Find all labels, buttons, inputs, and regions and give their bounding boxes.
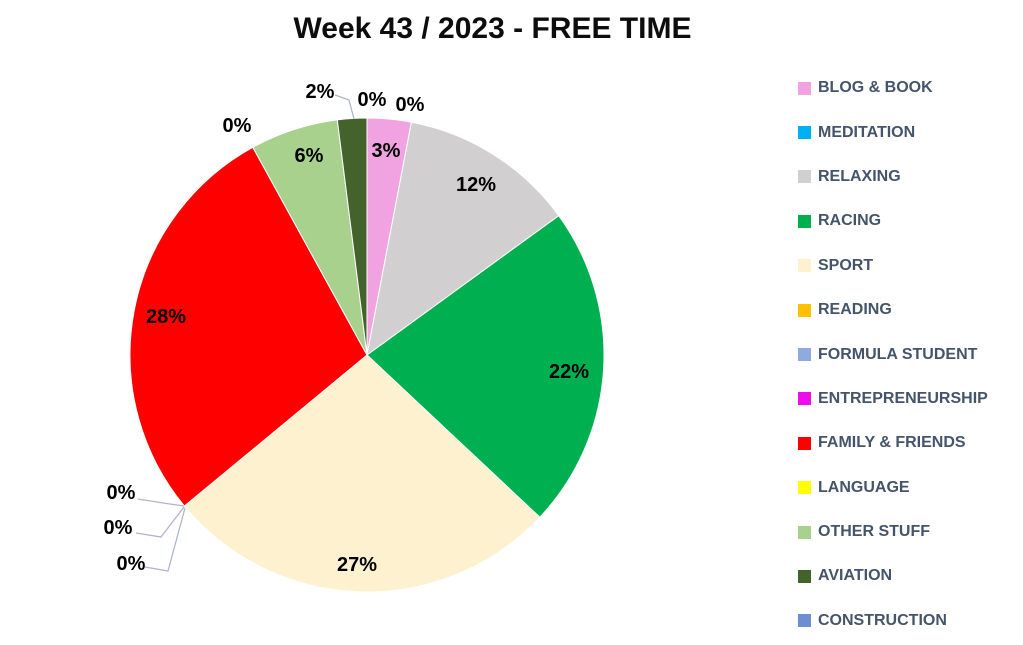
legend-label: CONSTRUCTION: [818, 611, 947, 629]
legend-swatch: [798, 303, 811, 317]
pie-slice-relaxing: [366, 121, 560, 357]
pie-slice-racing: [366, 214, 605, 518]
legend-label: READING: [818, 301, 892, 319]
legend-item-sport: SPORT: [798, 244, 988, 288]
legend-label: ENTREPRENEURSHIP: [818, 389, 988, 407]
pie-data-label-language: 0%: [223, 115, 252, 137]
legend-item-meditation: MEDITATION: [798, 110, 988, 154]
legend-label: AVIATION: [818, 567, 893, 585]
legend-label: MEDITATION: [818, 123, 916, 141]
pie-data-label-family-friends: 28%: [146, 306, 186, 328]
legend-label: OTHER STUFF: [818, 523, 930, 541]
legend-item-relaxing: RELAXING: [798, 155, 988, 199]
legend-swatch: [798, 569, 811, 583]
pie-slice-aviation: [336, 117, 368, 356]
pie-slice-sport: [183, 354, 541, 593]
legend-item-family-friends: FAMILY & FRIENDS: [798, 421, 988, 465]
pie-data-label-other-stuff: 6%: [295, 145, 324, 167]
chart-legend: BLOG & BOOK MEDITATION RELAXING RACING SPORT…: [798, 66, 988, 643]
legend-item-blog-book: BLOG & BOOK: [798, 66, 988, 110]
pie-data-label-reading: 0%: [107, 482, 136, 504]
legend-item-entrepreneurship: ENTREPRENEURSHIP: [798, 377, 988, 421]
pie-data-label-construction: 0%: [358, 89, 387, 111]
legend-item-formula-student: FORMULA STUDENT: [798, 332, 988, 376]
pie-data-label-formula-student: 0%: [104, 517, 133, 539]
pie-data-label-racing: 22%: [549, 361, 589, 383]
pie-data-label-sport: 27%: [337, 554, 377, 576]
legend-label: FAMILY & FRIENDS: [818, 434, 966, 452]
legend-swatch: [798, 214, 811, 228]
legend-item-aviation: AVIATION: [798, 554, 988, 598]
chart-title: Week 43 / 2023 - FREE TIME: [293, 12, 692, 45]
pie-data-label-relaxing: 12%: [456, 174, 496, 196]
legend-swatch: [798, 259, 811, 273]
legend-item-reading: READING: [798, 288, 988, 332]
pie-data-label-meditation: 0%: [396, 94, 425, 116]
pie-data-label-entrepreneurship: 0%: [117, 553, 146, 575]
legend-item-racing: RACING: [798, 199, 988, 243]
legend-item-other-stuff: OTHER STUFF: [798, 510, 988, 554]
legend-swatch: [798, 170, 811, 184]
legend-item-language: LANGUAGE: [798, 466, 988, 510]
legend-swatch: [798, 436, 811, 450]
legend-swatch: [798, 81, 811, 95]
legend-label: RELAXING: [818, 167, 901, 185]
pie-data-label-blog-book: 3%: [372, 140, 401, 162]
legend-swatch: [798, 614, 811, 628]
legend-swatch: [798, 481, 811, 495]
legend-label: FORMULA STUDENT: [818, 345, 978, 363]
label-leader-line: [137, 498, 185, 507]
pie-data-label-aviation: 2%: [306, 81, 335, 103]
legend-label: RACING: [818, 212, 882, 230]
legend-swatch: [798, 392, 811, 406]
legend-label: SPORT: [818, 256, 874, 274]
label-leader-line: [144, 507, 186, 572]
legend-swatch: [798, 126, 811, 140]
label-leader-line: [135, 506, 185, 538]
legend-swatch: [798, 525, 811, 539]
pie-slice-family-friends: [129, 146, 368, 507]
legend-label: BLOG & BOOK: [818, 79, 933, 97]
legend-item-construction: CONSTRUCTION: [798, 599, 988, 643]
legend-label: LANGUAGE: [818, 478, 910, 496]
label-leader-line: [334, 94, 355, 120]
legend-swatch: [798, 348, 811, 362]
